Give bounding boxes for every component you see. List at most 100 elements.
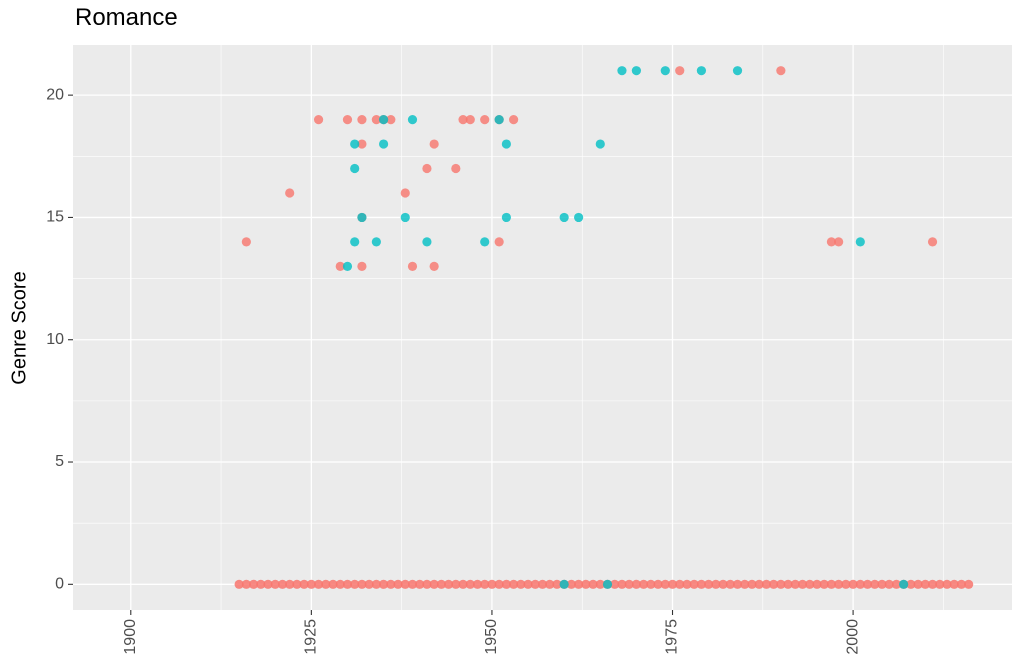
data-point	[350, 579, 360, 589]
data-point	[617, 66, 627, 76]
data-point	[451, 163, 461, 174]
minor-gridlines	[73, 45, 1012, 610]
data-point	[812, 579, 822, 589]
data-point	[364, 579, 374, 589]
data-point	[335, 579, 345, 589]
data-point	[927, 579, 938, 589]
data-point	[429, 139, 439, 149]
data-point	[942, 579, 952, 589]
data-point	[537, 579, 548, 589]
data-point	[436, 579, 446, 589]
data-point	[516, 579, 526, 589]
data-point	[386, 114, 396, 125]
data-point	[350, 139, 360, 149]
data-point	[248, 579, 259, 589]
data-point	[776, 579, 786, 589]
data-point	[444, 579, 454, 589]
data-point	[357, 261, 367, 271]
data-point	[574, 212, 584, 223]
y-tick-label: 15	[46, 209, 64, 226]
data-point	[631, 579, 642, 589]
data-point	[407, 114, 418, 125]
data-point	[277, 579, 288, 589]
data-point	[400, 579, 410, 589]
data-point	[834, 237, 844, 247]
data-point	[595, 579, 605, 589]
data-point	[761, 579, 772, 589]
data-point	[610, 579, 620, 589]
data-point	[422, 237, 432, 247]
data-point	[920, 579, 930, 589]
data-point	[313, 579, 324, 589]
data-point	[790, 579, 800, 589]
data-point	[270, 579, 280, 589]
data-point	[422, 579, 432, 589]
data-point	[639, 579, 649, 589]
data-point	[429, 579, 439, 589]
data-point	[357, 212, 367, 223]
data-point	[732, 579, 743, 589]
data-point	[241, 579, 251, 589]
data-point	[465, 579, 475, 589]
data-point	[675, 66, 685, 76]
data-point	[927, 237, 938, 247]
data-point	[357, 579, 367, 589]
data-point	[574, 579, 584, 589]
data-point	[696, 579, 707, 589]
data-point	[494, 237, 504, 247]
axes: 1900 1925 1950 1975 2000 0 5 10 15 20	[46, 86, 861, 654]
data-point	[646, 579, 656, 589]
data-point	[740, 579, 750, 589]
data-point	[862, 579, 873, 589]
data-point	[732, 66, 743, 76]
data-point	[891, 579, 902, 589]
data-point	[595, 139, 605, 149]
data-point	[234, 579, 244, 589]
data-point	[509, 114, 519, 125]
x-tick-label: 2000	[844, 619, 861, 655]
data-point	[956, 579, 967, 589]
data-point	[797, 579, 808, 589]
data-point	[949, 579, 959, 589]
data-point	[371, 579, 381, 589]
data-point	[624, 579, 634, 589]
data-point	[783, 579, 793, 589]
data-point	[350, 237, 360, 247]
data-point	[494, 579, 504, 589]
data-point	[386, 579, 396, 589]
data-point	[696, 66, 707, 76]
data-points	[234, 66, 974, 589]
data-point	[321, 579, 331, 589]
data-point	[884, 579, 894, 589]
data-point	[472, 579, 483, 589]
data-point	[675, 579, 685, 589]
data-point	[725, 579, 735, 589]
data-point	[451, 579, 461, 589]
data-point	[899, 579, 909, 589]
data-point	[328, 579, 338, 589]
data-point	[682, 579, 692, 589]
data-point	[805, 579, 815, 589]
x-tick-label: 1925	[303, 619, 320, 655]
data-point	[400, 188, 410, 198]
y-tick-label: 10	[46, 331, 64, 348]
data-point	[906, 579, 916, 589]
data-point	[667, 579, 678, 589]
data-point	[429, 261, 439, 271]
data-point	[342, 579, 353, 589]
data-point	[415, 579, 425, 589]
data-point	[747, 579, 757, 589]
data-point	[660, 66, 670, 76]
data-point	[913, 579, 923, 589]
data-point	[718, 579, 728, 589]
data-point	[480, 579, 490, 589]
x-tick-label: 1975	[664, 619, 681, 655]
data-point	[487, 579, 497, 589]
data-point	[769, 579, 779, 589]
data-point	[465, 114, 475, 125]
data-point	[335, 261, 345, 271]
data-point	[263, 579, 273, 589]
x-tick-label: 1900	[122, 619, 139, 655]
data-point	[313, 114, 324, 125]
data-point	[480, 114, 490, 125]
